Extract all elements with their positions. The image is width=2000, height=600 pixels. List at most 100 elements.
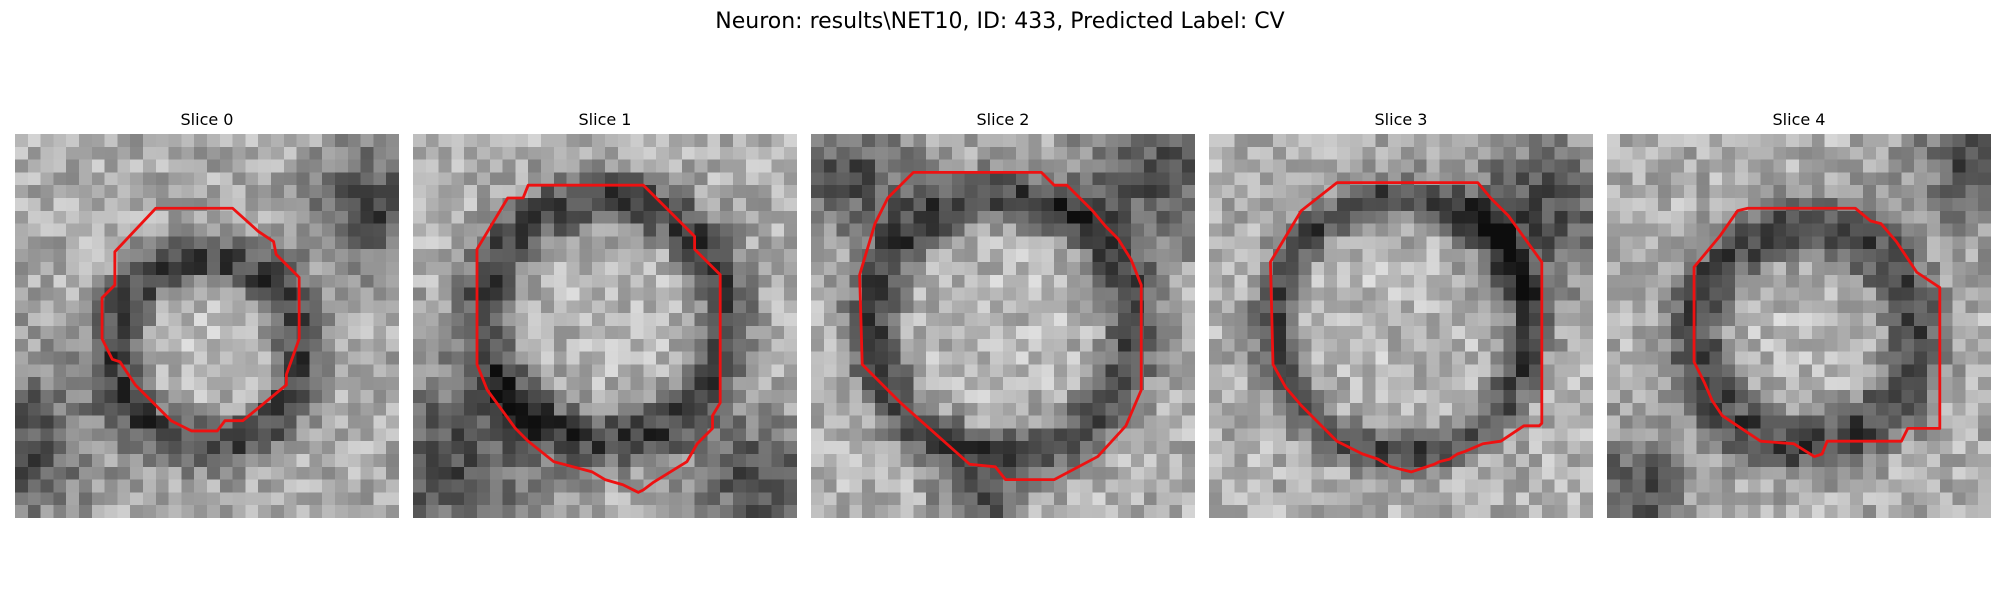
pixel <box>1709 415 1723 429</box>
pixel <box>1156 146 1170 160</box>
pixel <box>1541 351 1555 365</box>
pixel <box>1554 274 1568 288</box>
pixel <box>823 287 837 301</box>
pixel <box>643 326 657 340</box>
pixel <box>1888 402 1902 416</box>
pixel <box>720 313 734 327</box>
pixel <box>990 492 1004 506</box>
pixel <box>630 338 644 352</box>
pixel <box>617 390 631 404</box>
pixel <box>1015 134 1029 148</box>
pixel <box>477 172 491 186</box>
pixel <box>951 479 965 493</box>
pixel <box>464 351 478 365</box>
pixel <box>1965 505 1979 518</box>
pixel <box>579 338 593 352</box>
pixel <box>1362 210 1376 224</box>
pixel <box>1683 249 1697 263</box>
pixel <box>1747 505 1761 518</box>
pixel <box>1607 223 1621 237</box>
pixel <box>271 415 285 429</box>
pixel <box>143 415 157 429</box>
pixel <box>1875 402 1889 416</box>
pixel <box>1850 479 1864 493</box>
pixel <box>811 236 825 250</box>
pixel <box>413 249 427 263</box>
pixel <box>1875 377 1889 391</box>
pixel <box>681 364 695 378</box>
pixel <box>451 428 465 442</box>
pixel <box>232 505 246 518</box>
pixel <box>53 274 67 288</box>
pixel <box>1747 185 1761 199</box>
pixel <box>745 377 759 391</box>
pixel <box>1362 185 1376 199</box>
pixel <box>1349 262 1363 276</box>
pixel <box>79 402 93 416</box>
pixel <box>1786 249 1800 263</box>
pixel <box>1863 223 1877 237</box>
pixel <box>681 185 695 199</box>
pixel <box>258 300 272 314</box>
pixel <box>1722 505 1736 518</box>
pixel <box>1503 287 1517 301</box>
pixel <box>1773 364 1787 378</box>
pixel <box>643 159 657 173</box>
pixel <box>836 326 850 340</box>
pixel <box>373 210 387 224</box>
pixel <box>347 300 361 314</box>
pixel <box>117 249 131 263</box>
pixel <box>413 338 427 352</box>
pixel <box>1580 159 1593 173</box>
pixel <box>1067 492 1081 506</box>
pixel <box>1683 428 1697 442</box>
pixel <box>939 210 953 224</box>
pixel <box>1362 415 1376 429</box>
pixel <box>1324 326 1338 340</box>
pixel <box>1041 492 1055 506</box>
pixel <box>1927 300 1941 314</box>
pixel <box>181 274 195 288</box>
pixel <box>579 428 593 442</box>
pixel <box>1054 274 1068 288</box>
pixel <box>232 428 246 442</box>
pixel <box>849 210 863 224</box>
pixel <box>451 402 465 416</box>
pixel <box>373 236 387 250</box>
pixel <box>605 262 619 276</box>
pixel <box>656 274 670 288</box>
pixel <box>1760 326 1774 340</box>
pixel <box>1311 338 1325 352</box>
pixel <box>232 377 246 391</box>
pixel <box>1362 274 1376 288</box>
pixel <box>1426 313 1440 327</box>
pixel <box>579 326 593 340</box>
pixel <box>1529 466 1543 480</box>
pixel <box>875 313 889 327</box>
pixel <box>823 146 837 160</box>
pixel <box>900 159 914 173</box>
pixel <box>1169 364 1183 378</box>
pixel <box>1209 236 1223 250</box>
pixel <box>1696 172 1710 186</box>
pixel <box>1413 210 1427 224</box>
pixel <box>1298 466 1312 480</box>
pixel <box>1554 377 1568 391</box>
pixel <box>360 210 374 224</box>
pixel <box>592 198 606 212</box>
pixel <box>283 274 297 288</box>
pixel <box>1529 390 1543 404</box>
pixel <box>656 402 670 416</box>
pixel <box>1554 492 1568 506</box>
pixel <box>1939 492 1953 506</box>
pixel <box>541 223 555 237</box>
pixel <box>1696 415 1710 429</box>
pixel <box>438 441 452 455</box>
pixel <box>1722 492 1736 506</box>
pixel <box>360 198 374 212</box>
pixel <box>155 185 169 199</box>
pixel <box>1875 415 1889 429</box>
pixel <box>1914 492 1928 506</box>
pixel <box>53 185 67 199</box>
pixel <box>1554 236 1568 250</box>
